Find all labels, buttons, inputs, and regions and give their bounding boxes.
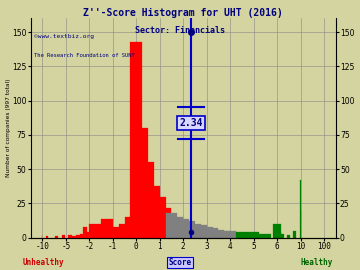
Bar bbox=[279, 232, 282, 238]
Bar bbox=[212, 230, 224, 238]
Bar bbox=[80, 234, 84, 238]
Bar bbox=[287, 235, 290, 238]
Bar bbox=[125, 217, 136, 238]
Bar bbox=[219, 231, 230, 238]
Bar bbox=[224, 231, 236, 238]
Bar bbox=[85, 232, 93, 238]
Bar bbox=[154, 197, 166, 238]
Bar bbox=[72, 237, 76, 238]
Bar bbox=[101, 219, 113, 238]
Bar bbox=[236, 232, 248, 238]
Bar bbox=[130, 42, 142, 238]
Bar bbox=[300, 180, 301, 238]
Text: Sector: Financials: Sector: Financials bbox=[135, 26, 225, 35]
Bar bbox=[160, 208, 171, 238]
Bar bbox=[119, 224, 130, 238]
Bar bbox=[76, 235, 80, 238]
Bar bbox=[166, 213, 177, 238]
Bar bbox=[148, 186, 160, 238]
Bar bbox=[177, 219, 189, 238]
Bar bbox=[201, 227, 212, 238]
Bar bbox=[62, 235, 65, 238]
Bar bbox=[195, 225, 207, 238]
Bar bbox=[282, 234, 284, 238]
Text: Healthy: Healthy bbox=[301, 258, 333, 267]
Bar bbox=[46, 237, 48, 238]
Bar bbox=[142, 162, 154, 238]
Y-axis label: Number of companies (997 total): Number of companies (997 total) bbox=[5, 79, 10, 177]
Bar bbox=[136, 128, 148, 238]
Bar bbox=[183, 221, 195, 238]
Bar bbox=[248, 232, 260, 238]
Text: The Research Foundation of SUNY: The Research Foundation of SUNY bbox=[34, 53, 134, 58]
Bar bbox=[89, 224, 101, 238]
Bar bbox=[95, 231, 107, 238]
Text: ©www.textbiz.org: ©www.textbiz.org bbox=[34, 34, 94, 39]
Text: Score: Score bbox=[168, 258, 192, 267]
Bar bbox=[113, 227, 125, 238]
Title: Z''-Score Histogram for UHT (2016): Z''-Score Histogram for UHT (2016) bbox=[83, 8, 283, 18]
Bar bbox=[189, 224, 201, 238]
Bar bbox=[274, 224, 281, 238]
Bar bbox=[68, 235, 72, 238]
Bar bbox=[293, 231, 296, 238]
Text: Unhealthy: Unhealthy bbox=[22, 258, 64, 267]
Bar bbox=[55, 237, 58, 238]
Bar bbox=[171, 217, 183, 238]
Bar bbox=[207, 228, 219, 238]
Text: 2.34: 2.34 bbox=[179, 118, 203, 128]
Bar bbox=[84, 227, 87, 238]
Bar bbox=[260, 234, 271, 238]
Bar bbox=[107, 231, 119, 238]
